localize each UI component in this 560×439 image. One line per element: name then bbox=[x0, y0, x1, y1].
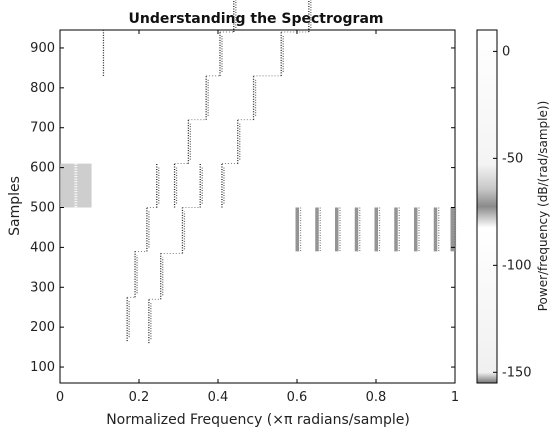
band-line bbox=[354, 207, 359, 252]
colorbar-tick-label: -150 bbox=[502, 365, 532, 380]
y-tick-label: 800 bbox=[30, 81, 55, 96]
colorbar-tick-label: -50 bbox=[502, 151, 523, 166]
band-line bbox=[374, 207, 378, 252]
spectrogram-marks bbox=[60, 0, 457, 344]
band-line bbox=[394, 207, 398, 252]
colorbar bbox=[476, 29, 498, 384]
y-tick-label: 600 bbox=[30, 161, 55, 176]
colorbar-label: Power/frequency (dB/(rad/sample)) bbox=[536, 101, 550, 312]
low-band-block bbox=[60, 163, 92, 208]
y-axis-ticks: 100 200 300 400 500 600 700 800 900 bbox=[30, 41, 455, 375]
colorbar-tick-label: 0 bbox=[502, 44, 510, 59]
x-tick-label: 0.2 bbox=[129, 390, 150, 405]
y-tick-label: 200 bbox=[30, 320, 55, 335]
x-tick-label: 0 bbox=[56, 390, 64, 405]
x-tick-label: 0.4 bbox=[208, 390, 229, 405]
band-line bbox=[295, 207, 299, 252]
colorbar-tick-label: -100 bbox=[502, 258, 532, 273]
x-axis-ticks: 0 0.2 0.4 0.6 0.8 1 bbox=[56, 30, 459, 405]
x-tick-label: 0.6 bbox=[287, 390, 308, 405]
x-tick-label: 0.8 bbox=[366, 390, 387, 405]
y-tick-label: 100 bbox=[30, 360, 55, 375]
y-tick-label: 700 bbox=[30, 121, 55, 136]
band-line bbox=[335, 207, 339, 252]
chart-title: Understanding the Spectrogram bbox=[129, 11, 384, 27]
y-axis-label: Samples bbox=[7, 176, 23, 236]
colorbar-ticks: 0 -50 -100 -150 bbox=[493, 44, 532, 380]
band-line bbox=[315, 207, 319, 252]
band-line bbox=[450, 207, 454, 252]
x-axis-label: Normalized Frequency (×π radians/sample) bbox=[106, 412, 410, 428]
y-tick-label: 500 bbox=[30, 200, 55, 215]
y-tick-label: 400 bbox=[30, 240, 55, 255]
band-line bbox=[414, 207, 418, 252]
band-line bbox=[433, 207, 438, 252]
y-tick-label: 300 bbox=[30, 280, 55, 295]
y-tick-label: 900 bbox=[30, 41, 55, 56]
plot-area bbox=[59, 29, 456, 384]
x-tick-label: 1 bbox=[451, 390, 459, 405]
